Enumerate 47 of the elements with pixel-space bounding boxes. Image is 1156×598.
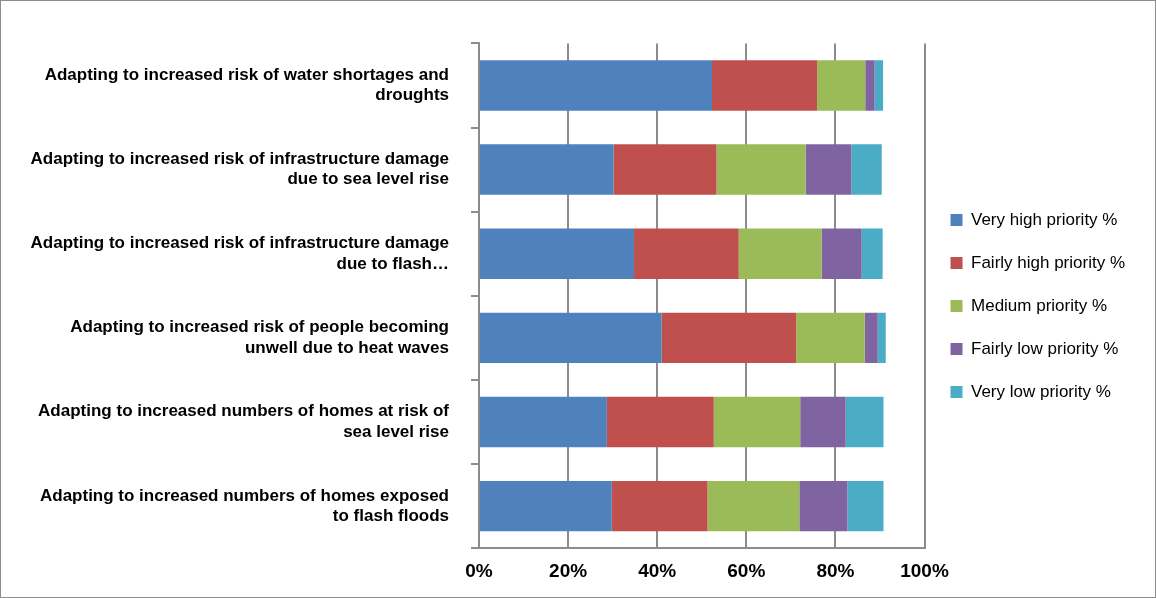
bar xyxy=(611,480,708,532)
bar xyxy=(480,60,712,111)
bar xyxy=(817,60,866,111)
bar xyxy=(480,480,612,532)
bar xyxy=(800,396,846,448)
bar xyxy=(661,312,797,364)
bar xyxy=(480,312,662,364)
y-tick-label: Adapting to increased risk of water shortages and droughts xyxy=(44,64,449,105)
bar xyxy=(805,144,852,195)
bar xyxy=(851,144,882,195)
legend-label: Very high priority % xyxy=(971,209,1118,229)
bar xyxy=(738,228,822,279)
bar xyxy=(865,60,875,111)
bar xyxy=(874,60,884,111)
x-tick-label: 40% xyxy=(638,559,677,581)
x-tick-label: 80% xyxy=(816,559,855,581)
x-tick-label: 20% xyxy=(549,559,588,581)
legend-label: Very low priority % xyxy=(971,381,1111,401)
bar xyxy=(877,312,886,364)
y-tick-label: Adapting to increased numbers of homes at risk of sea level rise xyxy=(38,401,450,441)
legend-label: Medium priority % xyxy=(971,295,1108,315)
bar xyxy=(480,144,614,195)
y-tick-label: Adapting to increased risk of infrastructure damage due to sea level rise xyxy=(30,149,449,189)
bar xyxy=(864,312,878,364)
y-tick-label: Adapting to increased risk of infrastructure damage due to flash… xyxy=(30,233,449,273)
bar xyxy=(634,228,739,279)
bar xyxy=(480,396,607,448)
legend-label: Fairly low priority % xyxy=(971,338,1119,358)
bar xyxy=(716,144,806,195)
bar xyxy=(845,396,884,448)
x-tick-label: 100% xyxy=(900,559,949,581)
bar xyxy=(712,60,818,111)
bar xyxy=(821,228,862,279)
bar xyxy=(796,312,865,364)
x-tick-label: 60% xyxy=(727,559,766,581)
bar xyxy=(613,144,717,195)
bar xyxy=(861,228,883,279)
legend-label: Fairly high priority % xyxy=(971,252,1126,272)
y-tick-label: Adapting to increased risk of people becoming unwell due to heat waves xyxy=(70,317,449,357)
bar xyxy=(847,480,884,532)
bar xyxy=(799,480,848,532)
bar xyxy=(707,480,800,532)
bar xyxy=(606,396,714,448)
x-tick-label: 0% xyxy=(465,559,493,581)
y-tick-label: Adapting to increased numbers of homes exposed to flash floods xyxy=(39,485,449,526)
bar xyxy=(713,396,801,448)
bar xyxy=(480,228,635,279)
